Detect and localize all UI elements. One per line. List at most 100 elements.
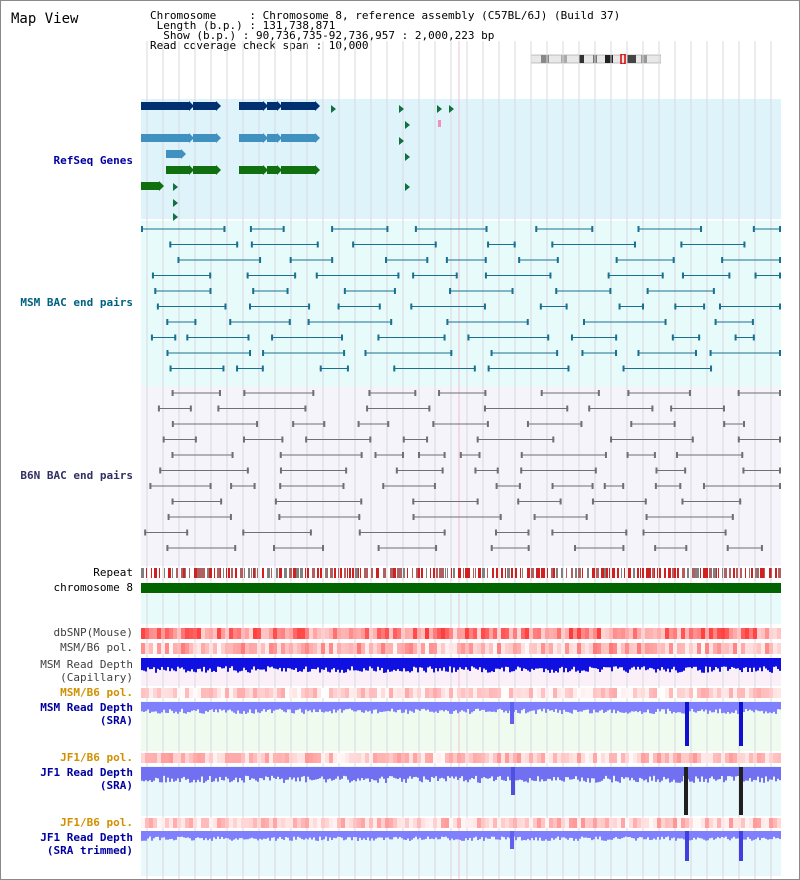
read-depth-bar <box>605 767 607 776</box>
snp-density-cell <box>329 818 333 828</box>
snp-density-cell <box>545 688 549 698</box>
read-depth-bar <box>369 831 371 841</box>
read-depth-bar <box>257 767 259 782</box>
snp-density-cell <box>401 628 405 639</box>
b6n-bac-pair <box>171 421 174 427</box>
snp-density-cell <box>537 643 541 654</box>
read-depth-bar <box>177 658 179 667</box>
read-depth-bar <box>715 831 717 839</box>
read-depth-bar <box>309 702 311 711</box>
b6n-bac-pair <box>702 483 705 489</box>
snp-density-cell <box>513 753 517 763</box>
b6n-bac-pair <box>171 498 174 505</box>
read-depth-bar <box>437 658 439 672</box>
read-depth-bar <box>321 831 323 841</box>
read-depth-bar <box>589 702 591 714</box>
snp-density-cell <box>229 643 233 654</box>
read-depth-bar <box>151 702 153 712</box>
snp-density-cell <box>161 688 165 698</box>
snp-density-cell <box>749 628 753 639</box>
snp-density-cell <box>329 688 333 698</box>
snp-density-cell <box>541 628 545 639</box>
snp-density-cell <box>441 628 445 639</box>
read-depth-bar <box>349 658 351 671</box>
snp-density-cell <box>757 628 761 639</box>
read-depth-bar <box>665 702 667 714</box>
snp-density-cell <box>317 753 321 763</box>
snp-density-cell <box>469 643 473 654</box>
snp-density-cell <box>253 643 257 654</box>
repeat-element <box>240 568 243 578</box>
snp-density-cell <box>481 753 485 763</box>
snp-density-cell <box>761 753 765 763</box>
read-depth-bar <box>529 702 531 712</box>
read-depth-bar <box>383 767 385 779</box>
read-depth-bar <box>323 702 325 713</box>
read-depth-bar <box>539 658 541 669</box>
b6n-bac-pair <box>551 529 554 536</box>
snp-density-cell <box>717 643 721 654</box>
read-depth-bar <box>651 767 653 781</box>
msm-bac-pair <box>714 319 717 325</box>
read-depth-bar <box>737 702 739 714</box>
read-depth-bar <box>757 702 759 711</box>
read-depth-bar <box>607 702 609 711</box>
read-depth-bar <box>225 831 227 838</box>
repeat-element <box>496 568 498 578</box>
snp-density-cell <box>477 628 481 639</box>
read-depth-bar <box>519 831 521 837</box>
snp-density-cell <box>717 753 721 763</box>
b6n-bac-pair <box>518 483 521 489</box>
read-depth-bar <box>691 702 693 709</box>
read-depth-bar <box>231 658 233 667</box>
snp-density-cell <box>189 818 193 828</box>
read-depth-bar <box>727 831 729 840</box>
b6n-bac-pair <box>779 390 781 396</box>
dbsnp-label: dbSNP(Mouse) <box>53 626 133 639</box>
read-depth-bar <box>721 702 723 714</box>
read-depth-bar <box>537 658 539 669</box>
read-depth-bar <box>473 767 475 779</box>
b6n-bac-pair <box>279 483 282 489</box>
read-depth-bar <box>583 658 585 671</box>
read-depth-bar <box>483 831 485 841</box>
read-depth-bar <box>695 831 697 840</box>
read-depth-bar <box>559 702 561 711</box>
read-depth-bar <box>243 702 245 712</box>
snp-density-cell <box>705 643 709 654</box>
snp-density-cell <box>257 628 261 639</box>
read-depth-bar <box>615 658 617 667</box>
b6n-bac-pair <box>551 483 554 489</box>
read-depth-bar <box>533 702 535 711</box>
read-depth-bar <box>703 767 705 782</box>
read-depth-bar <box>333 702 335 710</box>
snp-density-cell <box>217 688 221 698</box>
read-depth-bar <box>219 767 221 777</box>
read-depth-bar <box>393 702 395 712</box>
read-depth-bar <box>231 831 233 841</box>
read-depth-bar <box>251 658 253 670</box>
read-depth-bar <box>345 831 347 840</box>
snp-density-cell <box>593 643 597 654</box>
read-depth-bar <box>497 831 499 840</box>
snp-density-cell <box>401 688 405 698</box>
snp-density-cell <box>373 753 377 763</box>
snp-density-cell <box>525 818 529 828</box>
snp-density-cell <box>661 753 665 763</box>
read-depth-bar <box>309 658 311 672</box>
b6n-bac-label: B6N BAC end pairs <box>20 469 133 482</box>
snp-density-cell <box>605 753 609 763</box>
read-depth-bar <box>515 767 517 781</box>
read-depth-bar <box>611 702 613 713</box>
read-depth-bar <box>557 658 559 673</box>
read-depth-bar <box>229 831 231 840</box>
repeat-element <box>347 568 348 578</box>
read-depth-bar <box>623 831 625 838</box>
snp-density-cell <box>637 643 641 654</box>
read-depth-bar <box>337 767 339 777</box>
read-depth-bar <box>659 702 661 712</box>
read-depth-bar <box>387 702 389 711</box>
read-depth-bar <box>463 658 465 670</box>
read-depth-bar <box>171 658 173 669</box>
